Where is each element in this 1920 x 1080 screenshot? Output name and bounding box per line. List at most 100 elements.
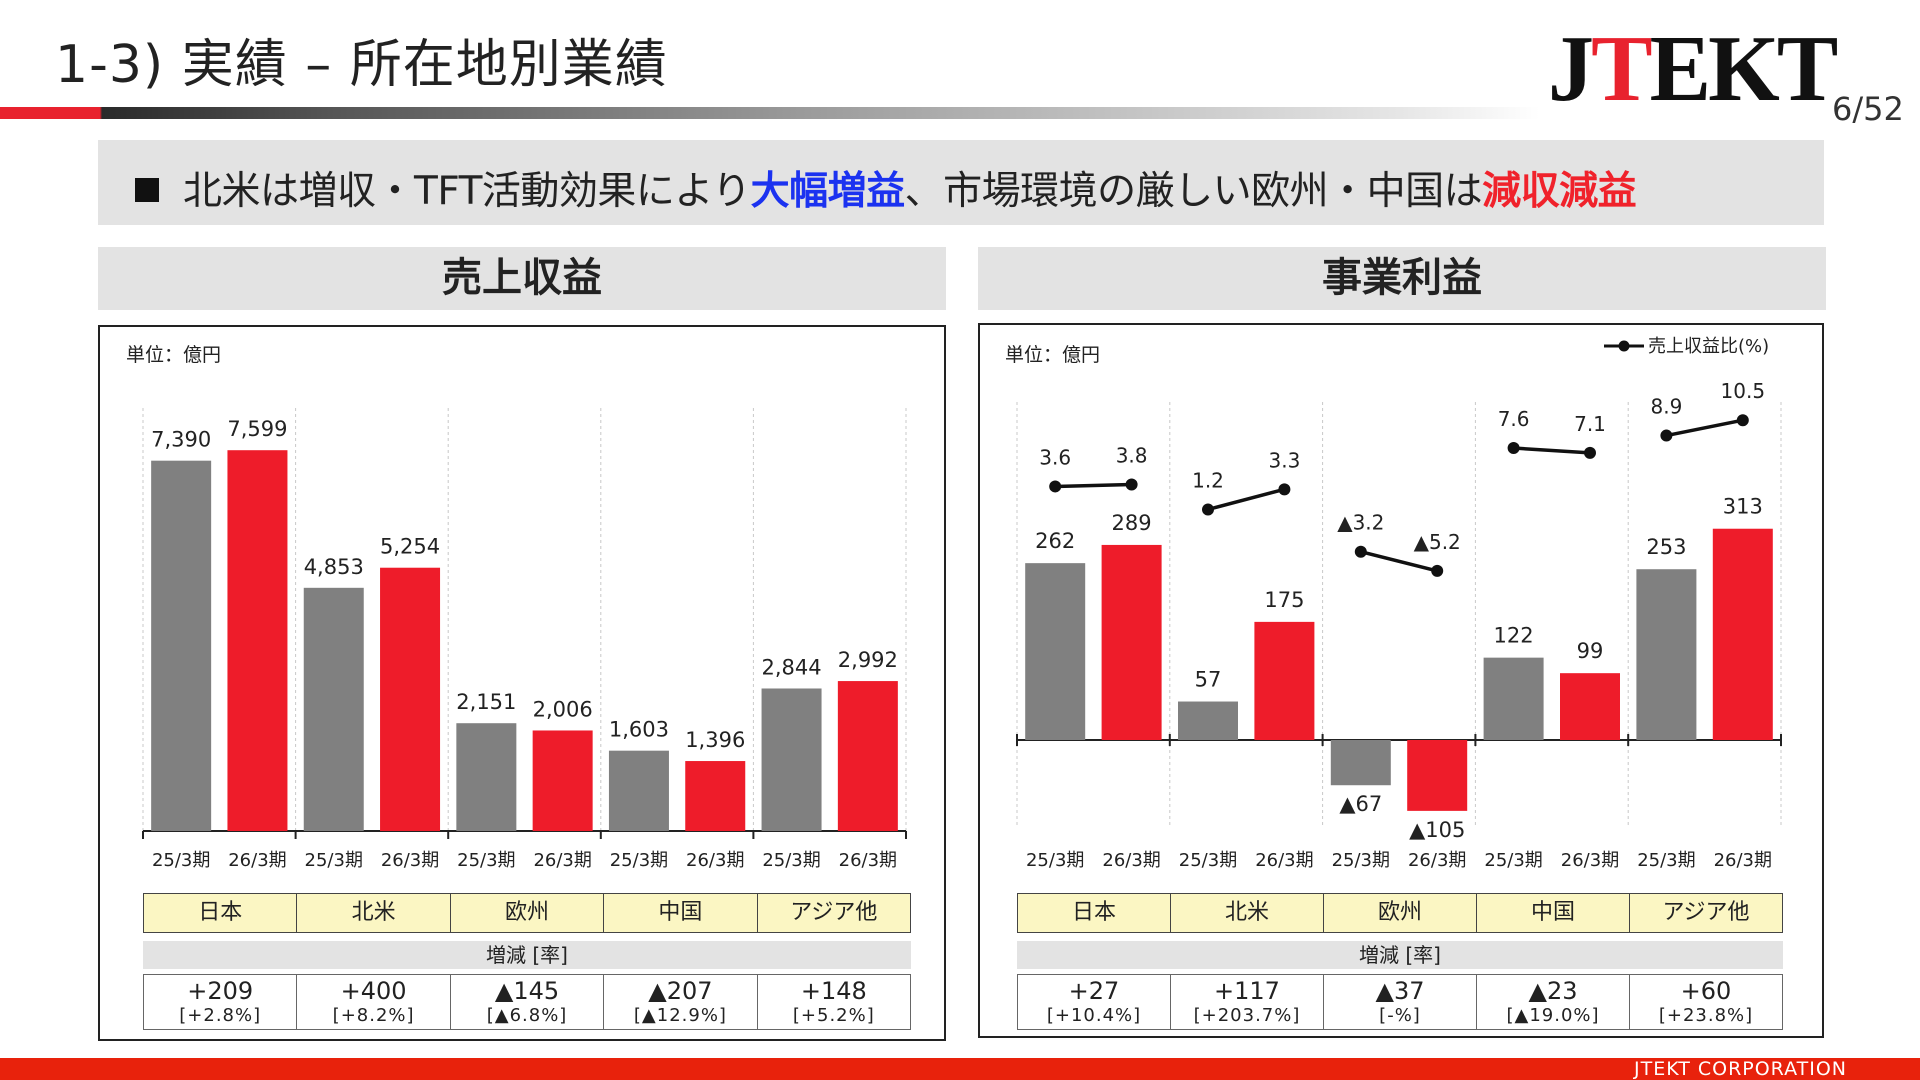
headline-box <box>98 140 1824 225</box>
profit-change-cell: +27 [+10.4%] <box>1018 975 1171 1029</box>
bar-prior <box>1330 740 1391 786</box>
ratio-point <box>1049 480 1062 493</box>
ratio-line-segment <box>1666 418 1744 438</box>
profit-change-cell: +60 [+23.8%] <box>1630 975 1782 1029</box>
bar-current <box>1712 528 1773 740</box>
x-tick-label: 25/3期 <box>1179 850 1237 871</box>
ratio-point <box>1507 442 1520 455</box>
revenue-region-cell: 中国 <box>604 894 758 932</box>
revenue-region-cell: アジア他 <box>757 894 911 932</box>
profit-legend: 売上収益比(%) <box>1604 336 1769 357</box>
bar-current <box>532 730 593 831</box>
bar-value-label: 2,992 <box>838 648 898 672</box>
bar-value-label: 313 <box>1723 495 1763 519</box>
bar-value-label: 1,603 <box>609 718 669 742</box>
ratio-line-segment <box>1360 550 1438 573</box>
change-rate: [+23.8%] <box>1658 1005 1754 1026</box>
bar-value-label: 262 <box>1035 529 1075 553</box>
legend-marker-icon <box>1618 340 1630 352</box>
change-amount: +117 <box>1214 977 1280 1005</box>
revenue-unit-label: 単位：億円 <box>126 344 222 366</box>
bar-value-label: 253 <box>1646 535 1686 559</box>
bar-current <box>685 761 746 831</box>
x-tick-label: 26/3期 <box>839 850 897 871</box>
ratio-value-label: 7.1 <box>1574 412 1606 436</box>
x-tick-label: 26/3期 <box>1102 850 1160 871</box>
profit-region-cell: 日本 <box>1018 894 1171 932</box>
headline: 北米は増収・TFT活動効果により大幅増益、市場環境の厳しい欧州・中国は減収減益 <box>135 160 1637 216</box>
bar-value-label: 7,599 <box>227 417 287 441</box>
bar-current <box>837 681 898 831</box>
change-amount: +400 <box>340 977 407 1005</box>
title-gradient-bar <box>0 107 1540 119</box>
change-rate: [+5.2%] <box>792 1005 875 1026</box>
profit-unit-label: 単位：億円 <box>1005 344 1101 366</box>
bar-value-label: 2,844 <box>761 655 821 679</box>
bar-prior <box>761 688 822 831</box>
bar-value-label: 7,390 <box>151 428 211 452</box>
headline-highlight-blue: 大幅増益 <box>750 169 906 214</box>
bar-prior <box>1178 701 1238 740</box>
change-amount: ▲37 <box>1375 977 1425 1005</box>
x-tick-label: 25/3期 <box>1026 850 1084 871</box>
revenue-region-cell: 日本 <box>144 894 298 932</box>
ratio-value-label: 10.5 <box>1721 379 1766 403</box>
bar-value-label: 99 <box>1577 639 1604 663</box>
x-tick-label: 25/3期 <box>1637 850 1695 871</box>
bar-current <box>1254 621 1315 740</box>
ratio-point <box>1431 564 1444 577</box>
ratio-value-label: 7.6 <box>1498 407 1530 431</box>
ratio-value-label: 8.9 <box>1650 395 1682 419</box>
headline-text-1: 北米は増収・TFT活動効果により <box>183 169 751 214</box>
bar-value-label: 175 <box>1264 588 1304 612</box>
revenue-change-row: +209 [+2.8%] +400 [+8.2%] ▲145 [▲6.8%] ▲207… <box>143 974 911 1030</box>
jtekt-logo: JTEKT <box>1548 17 1838 121</box>
x-tick-label: 26/3期 <box>686 850 744 871</box>
profit-change-cell: ▲37 [-%] <box>1324 975 1477 1029</box>
change-amount: +60 <box>1680 977 1732 1005</box>
revenue-region-cell: 欧州 <box>450 894 605 932</box>
profit-region-row: 日本 北米 欧州 中国 アジア他 <box>1017 893 1783 933</box>
x-tick-label: 25/3期 <box>1484 850 1542 871</box>
x-tick-label: 25/3期 <box>305 850 363 871</box>
bar-value-label: 5,254 <box>380 535 440 559</box>
bar-value-label: 2,006 <box>533 697 593 721</box>
revenue-panel-header: 売上収益 <box>98 247 946 310</box>
headline-highlight-red: 減収減益 <box>1482 169 1637 214</box>
ratio-point <box>1736 414 1749 427</box>
headline-text-2: 、市場環境の厳しい欧州・中国は <box>904 169 1483 214</box>
change-rate: [-%] <box>1379 1005 1421 1026</box>
bar-prior <box>303 587 364 831</box>
x-tick-label: 25/3期 <box>610 850 668 871</box>
profit-change-label: 増減 [率] <box>1017 941 1783 969</box>
footer-bar <box>0 1058 1920 1080</box>
ratio-value-label: ▲5.2 <box>1414 530 1461 554</box>
x-tick-label: 26/3期 <box>228 850 286 871</box>
ratio-line-segment <box>1207 487 1285 512</box>
change-rate: [+10.4%] <box>1046 1005 1142 1026</box>
bar-value-label: 122 <box>1494 624 1534 648</box>
x-tick-label: 25/3期 <box>762 850 820 871</box>
bar-current <box>380 567 441 831</box>
page-number: 6/52 <box>1832 90 1904 128</box>
revenue-change-cell: +209 [+2.8%] <box>144 975 298 1029</box>
x-tick-label: 26/3期 <box>1714 850 1772 871</box>
ratio-line-segment <box>1513 446 1591 455</box>
profit-region-cell: 欧州 <box>1324 894 1477 932</box>
ratio-point <box>1584 446 1596 459</box>
revenue-change-cell: ▲145 [▲6.8%] <box>451 975 605 1029</box>
ratio-point <box>1125 478 1138 491</box>
x-tick-label: 26/3期 <box>1255 850 1313 871</box>
profit-region-cell: アジア他 <box>1630 894 1782 932</box>
profit-region-cell: 北米 <box>1171 894 1324 932</box>
profit-panel-header: 事業利益 <box>978 247 1826 310</box>
legend-label: 売上収益比(%) <box>1648 336 1769 357</box>
bar-current <box>1407 740 1468 811</box>
footer-company: JTEKT CORPORATION <box>1634 1058 1848 1080</box>
change-rate: [+203.7%] <box>1193 1005 1301 1026</box>
change-rate: [▲19.0%] <box>1506 1005 1600 1026</box>
profit-chart: 262 25/3期 289 26/3期 57 25/3期 175 26/3期 ▲67 25/3期 ▲… <box>1016 379 1782 871</box>
ratio-value-label: 3.3 <box>1268 448 1300 472</box>
ratio-point <box>1660 429 1673 442</box>
change-rate: [▲6.8%] <box>486 1005 568 1026</box>
